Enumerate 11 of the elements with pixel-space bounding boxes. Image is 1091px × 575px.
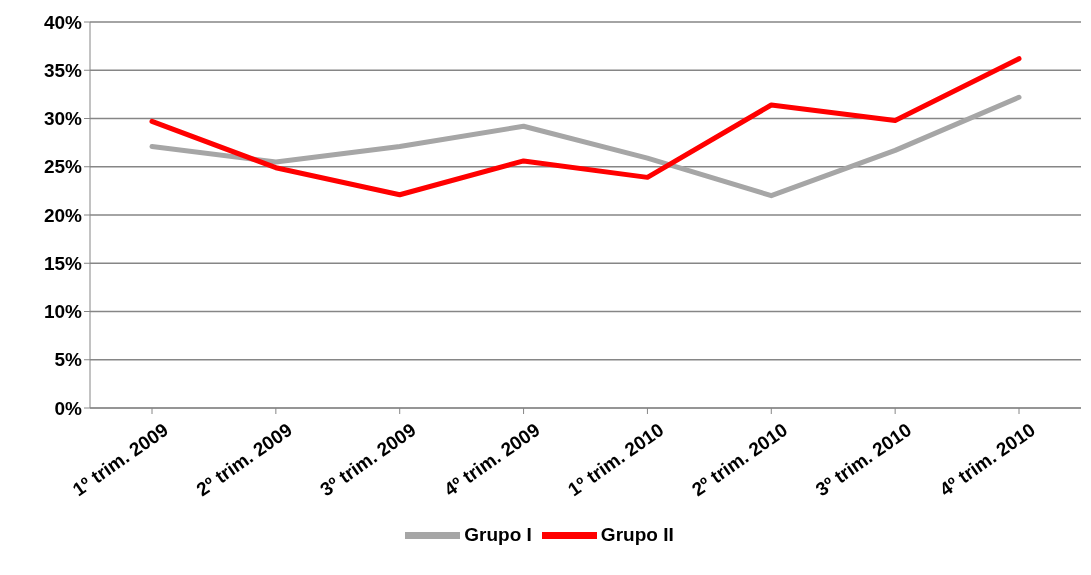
y-tick-label: 30%: [43, 108, 83, 130]
y-tick-label: 0%: [54, 397, 83, 419]
y-tick-label: 25%: [43, 156, 83, 178]
legend-label: Grupo I: [464, 523, 532, 545]
y-tick-label: 5%: [54, 349, 83, 371]
y-tick-label: 10%: [43, 301, 83, 323]
y-tick-label: 20%: [43, 204, 83, 226]
y-tick-label: 40%: [43, 11, 83, 33]
y-tick-label: 35%: [43, 60, 83, 81]
legend-label: Grupo II: [600, 523, 674, 545]
y-tick-label: 15%: [43, 252, 83, 274]
